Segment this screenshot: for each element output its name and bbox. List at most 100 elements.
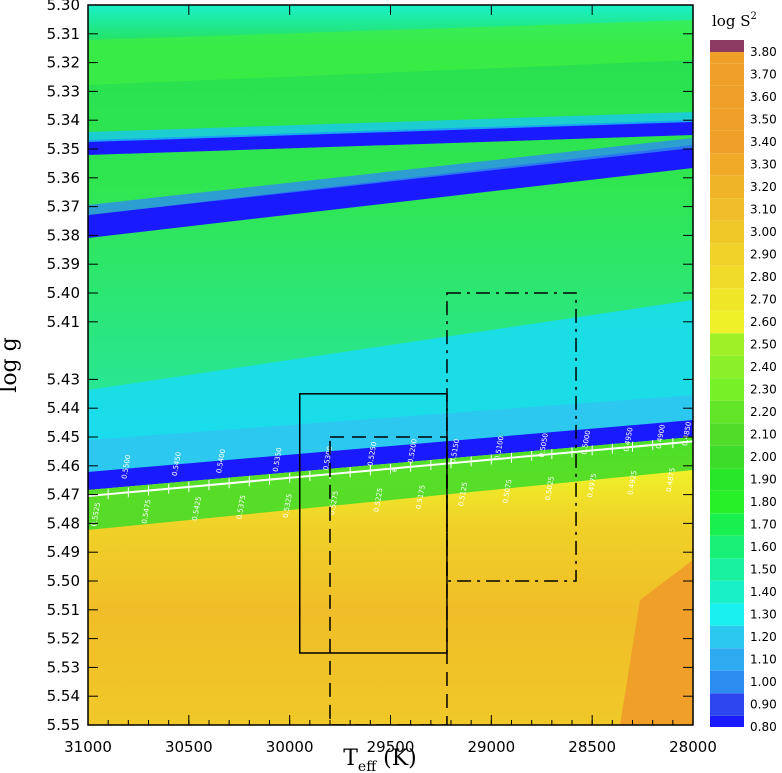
colorbar-title: log S2 [712, 11, 757, 30]
heatmap-band-upper-blue [88, 120, 693, 155]
colorbar-segment [710, 220, 744, 244]
y-tick-label: 5.52 [47, 630, 80, 648]
x-tick-label: 29000 [467, 738, 515, 756]
y-tick-label: 5.30 [47, 0, 80, 14]
y-axis-title: log g [0, 337, 22, 392]
y-tick-label: 5.39 [47, 255, 80, 273]
colorbar-segment [710, 625, 744, 649]
box-dashdot [446, 292, 577, 582]
colorbar-segment [710, 400, 744, 424]
y-tick-label: 5.32 [47, 54, 80, 72]
y-tick-label: 5.36 [47, 169, 80, 187]
y-tick-label: 5.51 [47, 601, 80, 619]
x-tick-label: 29500 [367, 738, 415, 756]
colorbar-tick-label: 3.70 [750, 68, 777, 82]
colorbar-segment [710, 715, 744, 727]
colorbar-segment [710, 603, 744, 626]
colorbar-segment [710, 535, 744, 559]
colorbar-tick-label: 3.60 [750, 90, 777, 104]
y-tick-label: 5.47 [47, 486, 80, 504]
colorbar-tick-label: 2.10 [750, 428, 777, 442]
colorbar-tick-label: 2.60 [750, 315, 777, 329]
colorbar-tick-label: 3.30 [750, 158, 777, 172]
x-axis-title-unit: (K) [376, 746, 417, 771]
colorbar-segment [710, 52, 744, 64]
y-axis: 5.30 5.31 5.32 5.33 5.34 5.35 5.36 5.37 5.38 5.39… [47, 0, 693, 734]
y-tick-label: 5.38 [47, 226, 80, 244]
uncertainty-boxes [299, 292, 577, 725]
y-tick-label: 5.49 [47, 543, 80, 561]
y-tick-label: 5.48 [47, 514, 80, 532]
colorbar-top-segment [710, 40, 744, 52]
heatmap-band-light-green [88, 20, 693, 85]
colorbar-segment [710, 310, 744, 334]
colorbar-segment [710, 198, 744, 221]
heatmap-orange-right [620, 560, 693, 725]
x-tick-label: 30000 [266, 738, 314, 756]
heatmap-valley [88, 420, 693, 490]
colorbar-tick-label: 3.20 [750, 180, 777, 194]
heatmap-band-light-blue [88, 395, 693, 475]
colorbar-tick-label: 1.00 [750, 675, 777, 689]
x-axis-title: Teff (K) [343, 746, 417, 773]
colorbar-segment [710, 130, 744, 154]
colorbar-tick-label: 2.70 [750, 293, 777, 307]
colorbar-segment [710, 445, 744, 469]
colorbar-tick-label: 0.80 [750, 720, 777, 734]
y-tick-label: 5.55 [47, 716, 80, 734]
box-dashed [329, 436, 448, 725]
colorbar-segment [710, 153, 744, 176]
heatmap-band-blue-halo [88, 138, 693, 215]
colorbar-tick-label: 2.20 [750, 405, 777, 419]
colorbar-segment [710, 108, 744, 131]
colorbar-tick-label: 1.50 [750, 563, 777, 577]
colorbar-segment [710, 243, 744, 266]
colorbar-segment [710, 85, 744, 109]
y-tick-label: 5.31 [47, 25, 80, 43]
colorbar-tick-label: 3.00 [750, 225, 777, 239]
heatmap-green-transition [88, 437, 693, 530]
colorbar-tick-label: 3.40 [750, 135, 777, 149]
y-tick-label: 5.40 [47, 284, 80, 302]
best-fit-marker: ⊕ [392, 466, 398, 474]
y-tick-label: 5.50 [47, 572, 80, 590]
colorbar-segment [710, 175, 744, 199]
colorbar-title-main: log S [712, 12, 750, 30]
colorbar-segment [710, 513, 744, 536]
y-tick-label: 5.41 [47, 313, 80, 331]
colorbar-segment [710, 468, 744, 491]
colorbar: 0.80 0.90 1.00 1.10 1.20 1.30 1.40 1.50 1.60 1.70… [710, 40, 777, 734]
y-tick-label: 5.37 [47, 198, 80, 216]
colorbar-tick-label: 1.40 [750, 585, 777, 599]
y-tick-label: 5.46 [47, 457, 80, 475]
colorbar-segment [710, 490, 744, 514]
colorbar-segment [710, 423, 744, 446]
colorbar-segment [710, 558, 744, 581]
colorbar-segment [710, 670, 744, 694]
colorbar-tick-label: 1.20 [750, 630, 777, 644]
y-tick-label: 5.45 [47, 428, 80, 446]
y-tick-label: 5.35 [47, 140, 80, 158]
colorbar-tick-label: 2.40 [750, 360, 777, 374]
colorbar-segment [710, 693, 744, 716]
y-tick-label: 5.33 [47, 82, 80, 100]
colorbar-tick-label: 2.80 [750, 270, 777, 284]
colorbar-segment [710, 265, 744, 289]
y-tick-label: 5.54 [47, 687, 80, 705]
colorbar-tick-label: 1.80 [750, 495, 777, 509]
colorbar-segment [710, 378, 744, 401]
colorbar-tick-label: 3.10 [750, 203, 777, 217]
colorbar-tick-label: 3.50 [750, 113, 777, 127]
colorbar-segment [710, 288, 744, 311]
x-axis: 31000 30500 30000 29500 29000 28500 28000 [64, 5, 717, 756]
colorbar-segment [710, 580, 744, 604]
colorbar-tick-label: 2.90 [750, 248, 777, 262]
colorbar-tick-label: 3.80 [750, 45, 777, 59]
colorbar-tick-label: 1.70 [750, 518, 777, 532]
x-axis-title-main: T [343, 746, 358, 771]
colorbar-tick-label: 2.50 [750, 338, 777, 352]
heatmap-band-deep-blue [88, 145, 693, 238]
x-tick-label: 28500 [568, 738, 616, 756]
colorbar-segment [710, 648, 744, 671]
